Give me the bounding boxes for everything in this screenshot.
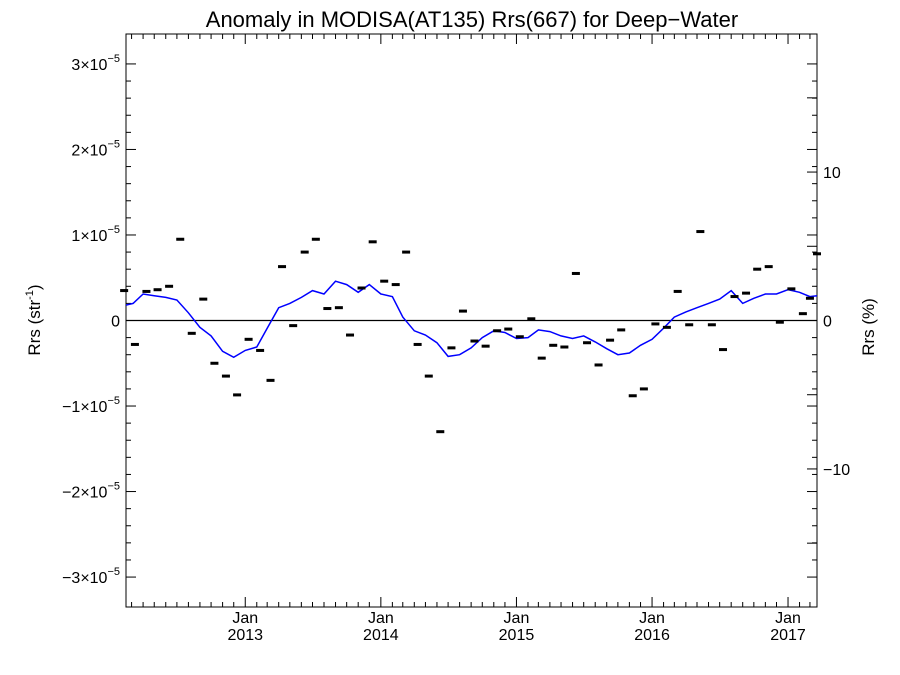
anomaly-point	[549, 343, 558, 347]
anomaly-point	[199, 297, 208, 301]
anomaly-point	[606, 338, 615, 342]
anomaly-point	[617, 328, 626, 332]
x-tick-month-label: Jan	[504, 610, 530, 627]
anomaly-point	[481, 344, 490, 348]
x-tick-month-label: Jan	[639, 610, 665, 627]
left-tick-label: 0	[111, 314, 120, 331]
anomaly-point	[805, 296, 814, 300]
anomaly-point	[176, 237, 185, 241]
anomaly-point	[244, 337, 253, 341]
x-tick-year-label: 2015	[499, 627, 535, 644]
anomaly-point	[323, 307, 332, 311]
x-tick-year-label: 2017	[770, 627, 806, 644]
anomaly-point	[424, 374, 433, 378]
x-tick-year-label: 2016	[634, 627, 670, 644]
anomaly-point	[662, 325, 671, 329]
anomaly-point	[673, 289, 682, 293]
anomaly-point	[775, 320, 784, 324]
anomaly-point	[221, 374, 230, 378]
anomaly-point	[813, 252, 821, 256]
right-tick-label: −10	[823, 462, 850, 479]
anomaly-point	[798, 312, 807, 316]
left-tick-label: 2×10−5	[71, 138, 120, 159]
anomaly-point	[311, 237, 320, 241]
anomaly-point	[266, 378, 275, 382]
anomaly-point	[493, 329, 502, 333]
anomaly-point	[707, 323, 716, 327]
x-tick-month-label: Jan	[232, 610, 258, 627]
anomaly-point	[447, 346, 456, 350]
anomaly-point	[300, 250, 309, 254]
anomaly-point	[560, 345, 569, 349]
x-tick-year-label: 2013	[227, 627, 263, 644]
anomaly-point	[413, 342, 422, 346]
anomaly-point	[256, 348, 265, 352]
anomaly-point	[515, 335, 524, 339]
anomaly-point	[504, 327, 513, 331]
anomaly-point	[153, 288, 162, 292]
anomaly-point	[594, 363, 603, 367]
anomaly-point	[696, 230, 705, 234]
monthly-anomaly-points	[120, 230, 821, 434]
anomaly-point	[730, 295, 739, 299]
anomaly-point	[357, 286, 366, 290]
anomaly-point	[289, 324, 298, 328]
x-tick-year-label: 2014	[363, 627, 399, 644]
anomaly-point	[130, 342, 139, 346]
anomaly-point	[458, 309, 467, 313]
anomaly-point	[571, 271, 580, 275]
anomaly-point	[165, 284, 174, 288]
right-tick-label: 10	[823, 165, 841, 182]
anomaly-point	[334, 306, 343, 310]
smoothed-anomaly-line	[125, 280, 818, 359]
left-tick-label: −1×10−5	[62, 395, 120, 416]
anomaly-point	[787, 287, 796, 291]
anomaly-point	[583, 341, 592, 345]
anomaly-point	[470, 339, 479, 343]
left-tick-label: 1×10−5	[71, 224, 120, 245]
anomaly-point	[278, 265, 287, 269]
left-tick-label: −3×10−5	[62, 566, 120, 587]
left-y-axis-label: Rrs (str-1)	[24, 284, 44, 355]
chart-title: Anomaly in MODISA(AT135) Rrs(667) for De…	[206, 7, 738, 32]
anomaly-point	[651, 322, 660, 326]
anomaly-point	[187, 331, 196, 335]
anomaly-point	[346, 333, 355, 337]
anomaly-point	[402, 250, 411, 254]
anomaly-point	[210, 361, 219, 365]
anomaly-point	[537, 356, 546, 360]
anomaly-point	[527, 317, 536, 321]
anomaly-point	[120, 289, 129, 293]
anomaly-point	[764, 265, 773, 269]
anomaly-point	[391, 283, 400, 287]
smoothed-line-path	[125, 280, 818, 359]
anomaly-point	[639, 387, 648, 391]
anomaly-point	[380, 279, 389, 283]
anomaly-point	[233, 393, 242, 397]
right-y-axis-label: Rrs (%)	[859, 298, 878, 356]
left-tick-label: 3×10−5	[71, 53, 120, 74]
anomaly-point	[368, 240, 377, 244]
left-y-axis: 3×10−5 2×10−5 1×10−5 0 −1×10−5 −2×10−5 −3×10−5	[62, 53, 817, 587]
anomaly-point	[719, 348, 728, 352]
anomaly-point	[685, 323, 694, 327]
anomaly-point	[436, 430, 445, 434]
right-y-axis: 10 0 −10	[807, 97, 850, 544]
left-tick-label: −2×10−5	[62, 481, 120, 502]
anomaly-point	[742, 291, 751, 295]
anomaly-point	[142, 289, 151, 293]
anomaly-point	[753, 267, 762, 271]
x-tick-month-label: Jan	[775, 610, 801, 627]
anomaly-point	[628, 394, 637, 398]
right-tick-label: 0	[823, 314, 832, 331]
x-tick-month-label: Jan	[368, 610, 394, 627]
